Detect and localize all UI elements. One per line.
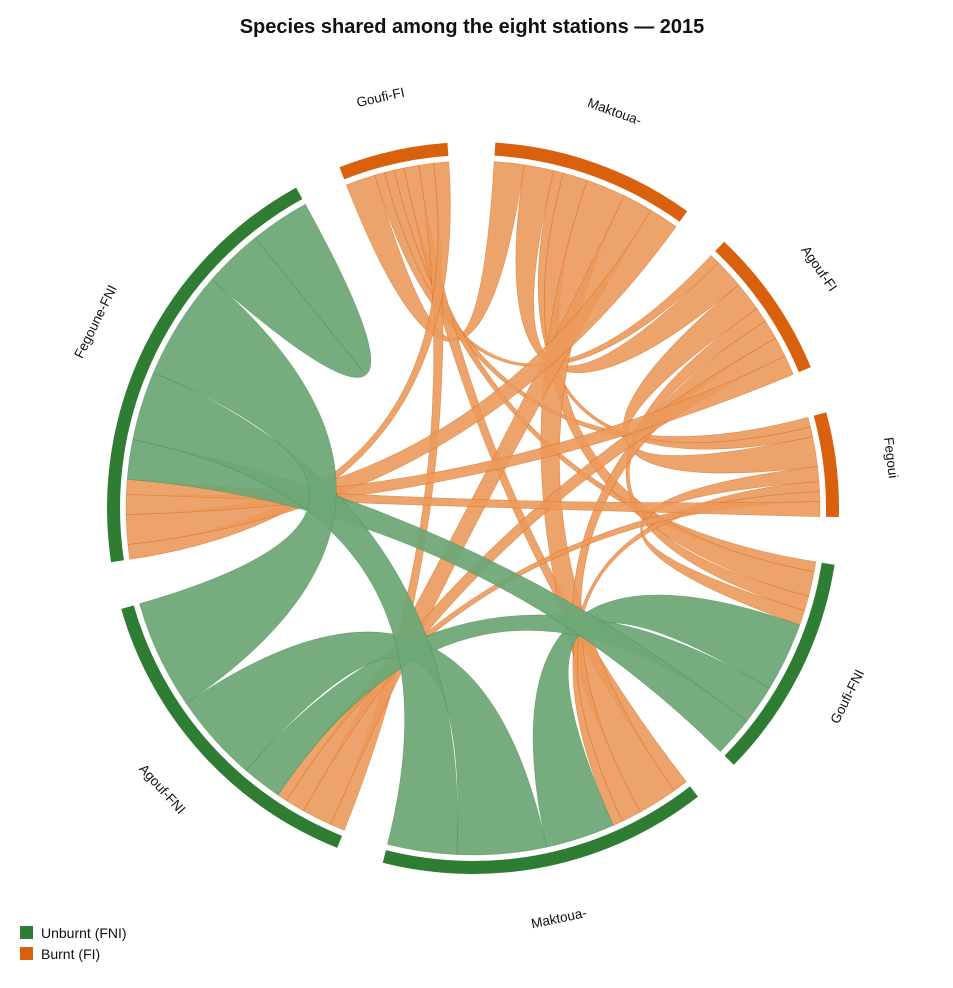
sector-label-agouf-fi: Agouf-FI [798,243,840,294]
ribbon-layer [125,161,821,856]
legend-swatch-burnt [20,947,33,960]
sector-track-goufi-fni [724,562,835,765]
legend: Unburnt (FNI) Burnt (FI) [20,922,127,964]
sector-track-goufi-fi [339,142,449,180]
sector-label-agouf-fni: Agouf-FNI [136,761,188,817]
sector-label-maktoua-fni: Maktoua- [530,905,588,931]
chord-ribbon-maktoua-fni-agouf-fni [185,631,547,856]
sector-label-maktoua-fi: Maktoua- [586,95,644,128]
chord-ribbon-fegoune-fi-fegoune-fni [125,478,821,517]
chart-title: Species shared among the eight stations … [240,16,705,38]
chord-ribbon-agouf-fi-fegoune-fni [125,355,794,515]
chord-ribbon-agouf-fni-fegoune-fni [139,278,337,704]
chord-ribbon-agouf-fi-fegoune-fi [622,284,818,474]
chord-ribbon-goufi-fni-maktoua-fni [532,594,801,848]
chord-ribbon-maktoua-fni-fegoune-fni [132,372,458,855]
sector-label-goufi-fni: Goufi-FNI [827,667,867,726]
sector-label-fegoune-fi: Fegoui [881,436,901,479]
sector-label-goufi-fi: Goufi-FI [355,85,406,110]
legend-swatch-unburnt [20,926,33,939]
sector-track-fegoune-fni [106,187,303,563]
sector-track-fegoune-fi [813,412,839,518]
chord-ribbon-maktoua-fi-agouf-fi [515,164,740,373]
sector-track-maktoua-fni [382,786,699,874]
legend-item-unburnt: Unburnt (FNI) [20,922,127,943]
legend-label-burnt: Burnt (FI) [41,945,101,962]
chord-ribbon-goufi-fi-fegoune-fni [127,161,451,560]
legend-item-burnt: Burnt (FI) [20,943,127,964]
chord-ribbon-maktoua-fi-fegoune-fni [125,209,677,545]
chord-ribbon-goufi-fni-fegoune-fni [126,439,748,752]
chord-ribbon-fegoune-fni-fegoune-fni [211,203,372,378]
chord-ribbon-fegoune-fi-goufi-fni [640,466,820,626]
sector-track-maktoua-fi [494,142,688,222]
sector-track-layer [106,142,839,874]
sector-track-agouf-fi [715,241,811,373]
legend-label-unburnt: Unburnt (FNI) [41,924,127,941]
sector-label-fegoune-fni: Fegoune-FNI [71,283,120,361]
